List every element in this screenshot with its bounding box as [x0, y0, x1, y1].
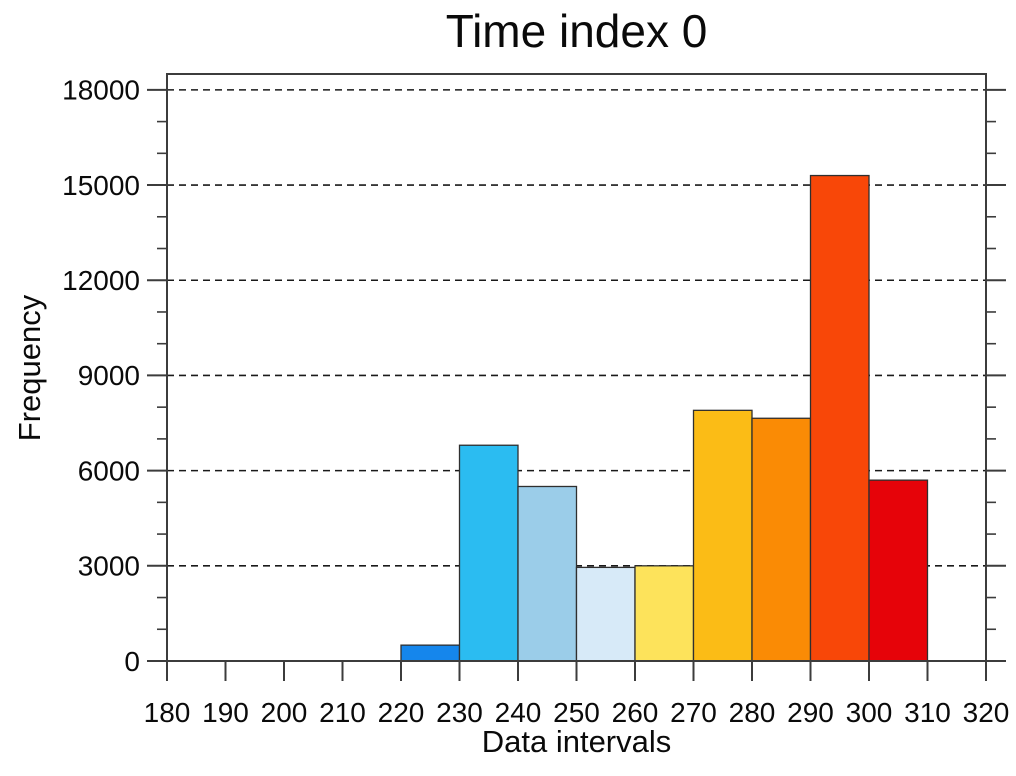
x-tick-label: 260: [612, 697, 659, 728]
y-tick-label: 9000: [78, 360, 140, 391]
y-tick-label: 6000: [78, 455, 140, 486]
histogram-bar: [751, 417, 812, 662]
x-tick-label: 270: [670, 697, 717, 728]
x-tick-label: 300: [846, 697, 893, 728]
x-tick-label: 290: [787, 697, 834, 728]
histogram-bar: [575, 566, 636, 662]
x-tick-label: 180: [144, 697, 191, 728]
y-tick-label: 3000: [78, 551, 140, 582]
histogram-bar: [692, 409, 753, 662]
histogram-bar: [458, 444, 519, 662]
x-tick-label: 210: [319, 697, 366, 728]
y-tick-label: 12000: [62, 265, 140, 296]
histogram-bar: [809, 174, 870, 662]
x-tick-label: 250: [553, 697, 600, 728]
x-tick-label: 200: [261, 697, 308, 728]
y-tick-label: 0: [124, 646, 140, 677]
x-axis-label: Data intervals: [481, 724, 672, 759]
chart-title: Time index 0: [445, 5, 708, 57]
x-tick-label: 230: [436, 697, 483, 728]
x-tick-label: 220: [378, 697, 425, 728]
x-tick-label: 310: [904, 697, 951, 728]
histogram-bar: [868, 479, 929, 662]
x-tick-label: 190: [202, 697, 249, 728]
histogram-bar: [634, 565, 695, 662]
x-tick-label: 240: [495, 697, 542, 728]
histogram-bar: [400, 644, 461, 662]
histogram-bar: [517, 485, 578, 662]
x-tick-label: 280: [729, 697, 776, 728]
y-tick-label: 18000: [62, 75, 140, 106]
y-tick-label: 15000: [62, 170, 140, 201]
x-tick-label: 320: [963, 697, 1010, 728]
